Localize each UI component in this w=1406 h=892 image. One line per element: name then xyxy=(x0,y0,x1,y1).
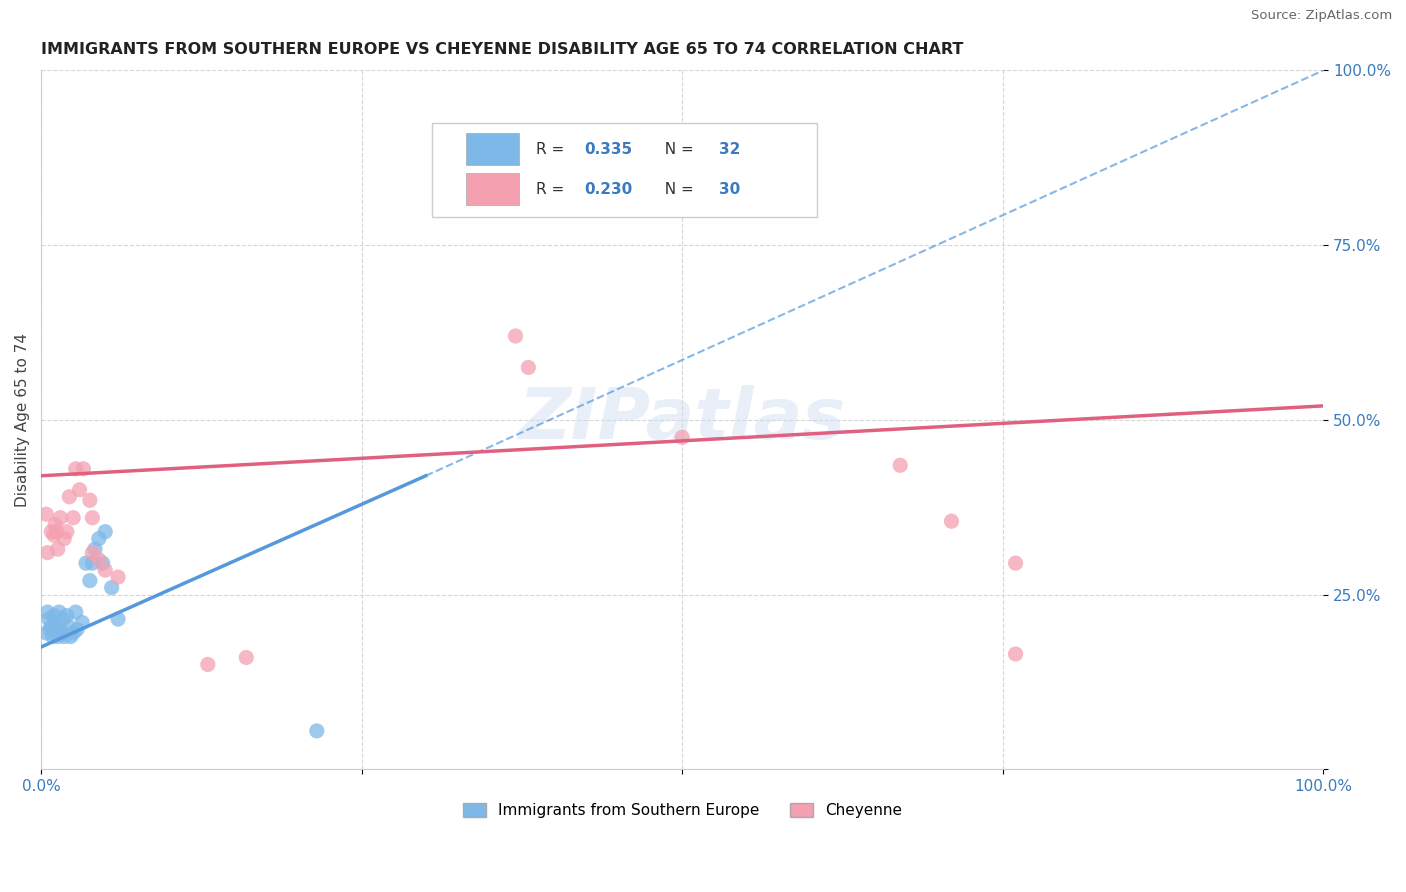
Point xyxy=(37,546,59,560)
Point xyxy=(87,552,110,566)
Point xyxy=(94,563,117,577)
Point xyxy=(91,556,114,570)
Point xyxy=(45,619,67,633)
Point xyxy=(107,570,129,584)
Point xyxy=(517,360,540,375)
Point xyxy=(49,510,72,524)
Y-axis label: Disability Age 65 to 74: Disability Age 65 to 74 xyxy=(15,333,30,507)
Point xyxy=(82,510,104,524)
Point xyxy=(62,510,84,524)
Point xyxy=(66,623,89,637)
Point xyxy=(38,612,60,626)
Point xyxy=(62,626,84,640)
Point xyxy=(82,546,104,560)
Point xyxy=(52,612,75,626)
Point xyxy=(53,532,76,546)
Point xyxy=(59,630,82,644)
Point xyxy=(37,605,59,619)
Point xyxy=(197,657,219,672)
Point xyxy=(46,630,69,644)
Point xyxy=(70,615,93,630)
Point xyxy=(58,490,80,504)
Point xyxy=(56,619,79,633)
Point xyxy=(235,650,257,665)
Point xyxy=(87,532,110,546)
Point xyxy=(46,542,69,557)
Legend: Immigrants from Southern Europe, Cheyenne: Immigrants from Southern Europe, Cheyenn… xyxy=(457,797,908,824)
Text: R =: R = xyxy=(536,142,569,157)
FancyBboxPatch shape xyxy=(465,173,519,205)
Point xyxy=(1004,556,1026,570)
Point xyxy=(941,514,963,528)
Point xyxy=(79,493,101,508)
Point xyxy=(41,630,63,644)
Text: Source: ZipAtlas.com: Source: ZipAtlas.com xyxy=(1251,9,1392,22)
Point xyxy=(69,483,91,497)
Point xyxy=(82,556,104,570)
Text: 32: 32 xyxy=(720,142,741,157)
Point xyxy=(79,574,101,588)
Point xyxy=(65,462,87,476)
Point xyxy=(35,626,58,640)
Point xyxy=(1004,647,1026,661)
Point xyxy=(65,605,87,619)
Text: N =: N = xyxy=(655,182,699,197)
FancyBboxPatch shape xyxy=(465,133,519,166)
Point xyxy=(42,528,65,542)
FancyBboxPatch shape xyxy=(432,123,817,217)
Point xyxy=(48,605,70,619)
Point xyxy=(305,723,328,738)
Point xyxy=(41,619,63,633)
Point xyxy=(75,556,97,570)
Text: N =: N = xyxy=(655,142,699,157)
Point xyxy=(107,612,129,626)
Text: R =: R = xyxy=(536,182,569,197)
Point xyxy=(84,542,107,557)
Point xyxy=(35,507,58,521)
Point xyxy=(42,608,65,623)
Point xyxy=(55,524,77,539)
Point xyxy=(53,630,76,644)
Text: IMMIGRANTS FROM SOUTHERN EUROPE VS CHEYENNE DISABILITY AGE 65 TO 74 CORRELATION : IMMIGRANTS FROM SOUTHERN EUROPE VS CHEYE… xyxy=(41,42,963,57)
Point xyxy=(100,581,122,595)
Point xyxy=(72,462,94,476)
Point xyxy=(45,524,67,539)
Text: 30: 30 xyxy=(720,182,741,197)
Text: 0.230: 0.230 xyxy=(585,182,633,197)
Point xyxy=(44,626,66,640)
Point xyxy=(44,517,66,532)
Point xyxy=(39,623,62,637)
Point xyxy=(889,458,911,473)
Point xyxy=(505,329,527,343)
Text: ZIPatlas: ZIPatlas xyxy=(519,385,846,454)
Point xyxy=(55,608,77,623)
Text: 0.335: 0.335 xyxy=(585,142,633,157)
Point xyxy=(49,623,72,637)
Point xyxy=(51,626,73,640)
Point xyxy=(94,524,117,539)
Point xyxy=(41,524,63,539)
Point xyxy=(671,430,693,444)
